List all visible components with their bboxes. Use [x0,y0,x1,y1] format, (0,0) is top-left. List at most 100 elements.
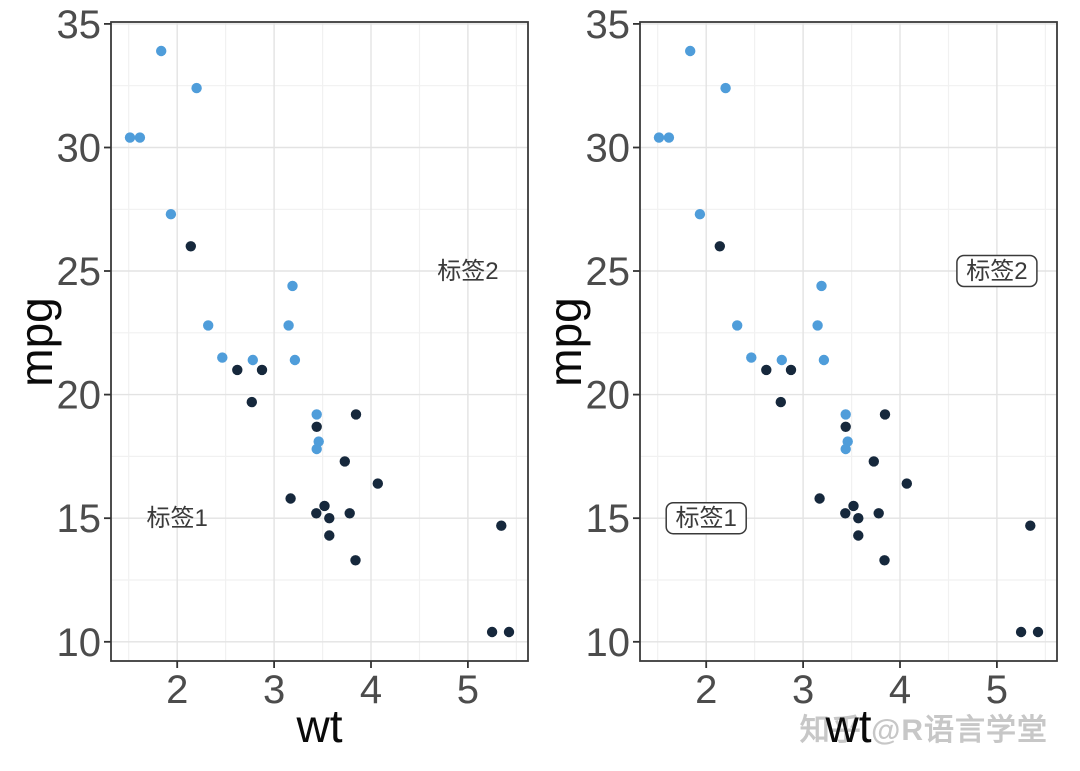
data-point-dark-navy [761,364,772,376]
data-point-dark-navy [319,500,330,512]
data-point-dark-navy [853,530,864,541]
data-point-dark-navy [714,241,725,252]
y-tick-label: 30 [57,127,102,171]
data-point-light-blue [124,132,136,143]
grid-major [640,22,1057,661]
x-tick-label: 5 [986,668,1008,712]
data-point-dark-navy [350,555,361,566]
data-point-dark-navy [372,478,383,489]
panel-background [111,22,528,661]
data-point-dark-navy [785,364,797,376]
data-point-light-blue [287,280,298,292]
series-light-blue [653,45,853,455]
x-tick-label: 3 [792,668,814,712]
data-point-light-blue [165,209,177,220]
watermark-text: 知乎 @R语言学堂 [800,713,1048,747]
y-tick-label: 15 [57,497,102,541]
data-point-dark-navy [853,513,864,524]
y-axis-right: 10 15 20 25 30 35 [586,3,640,665]
data-point-dark-navy [879,555,890,566]
data-point-dark-navy [350,409,362,420]
data-point-dark-navy [868,456,879,467]
data-point-light-blue [217,352,228,363]
data-point-dark-navy [311,421,322,432]
x-tick-label: 2 [166,668,188,712]
data-point-light-blue [653,132,665,143]
grid-major [111,22,528,661]
data-point-light-blue [732,320,743,331]
annotation-label-2: 标签2 [966,258,1027,285]
data-point-light-blue [311,443,322,455]
y-tick-label: 35 [586,3,631,47]
data-point-dark-navy [185,241,196,252]
y-tick-label: 20 [586,374,631,418]
data-point-light-blue [134,132,146,143]
data-point-light-blue [203,320,214,331]
annotation-label-box [665,501,747,535]
y-tick-label: 15 [586,497,631,541]
data-point-light-blue [247,354,258,366]
annotation-text-1: 标签1 [147,505,208,532]
data-point-dark-navy [496,520,507,531]
grid-minor [640,22,1057,661]
data-point-light-blue [818,354,830,366]
series-dark-navy [714,241,1044,638]
series-dark-navy [185,241,515,638]
y-tick-label: 25 [586,250,631,294]
data-point-light-blue [311,409,322,420]
data-point-dark-navy [486,626,498,638]
x-tick-label: 4 [889,668,911,712]
data-point-light-blue [685,45,696,57]
plot-right: 标签1 标签2 2 3 4 5 10 15 20 25 30 35 [586,3,1058,712]
data-point-light-blue [156,45,167,57]
data-point-dark-navy [1032,626,1044,638]
data-point-dark-navy [256,364,268,376]
data-point-light-blue [816,280,827,292]
annotation-text-2: 标签2 [437,258,498,285]
data-point-light-blue [283,320,294,331]
data-point-dark-navy [901,478,912,489]
y-tick-label: 10 [586,621,631,665]
data-point-dark-navy [840,508,851,519]
data-point-light-blue [776,354,787,366]
annotation-label-1: 标签1 [676,505,737,532]
data-point-light-blue [746,352,757,363]
panel-background [640,22,1057,661]
data-point-dark-navy [232,364,243,376]
data-point-dark-navy [814,493,825,504]
data-point-dark-navy [285,493,296,504]
data-point-light-blue [840,443,851,455]
x-tick-label: 2 [695,668,717,712]
data-point-dark-navy [339,456,350,467]
data-point-light-blue [840,409,851,420]
plot-left: 标签1 标签2 2 3 4 5 10 15 20 25 30 35 [57,3,529,712]
y-tick-label: 10 [57,621,102,665]
data-point-dark-navy [324,530,335,541]
x-tick-label: 4 [360,668,382,712]
y-tick-label: 20 [57,374,102,418]
y-axis-title-left: mpg [10,297,62,386]
data-point-dark-navy [848,500,859,512]
y-tick-label: 25 [57,250,102,294]
data-point-dark-navy [1025,520,1036,531]
y-tick-label: 35 [57,3,102,47]
y-tick-label: 30 [586,127,631,171]
data-point-light-blue [663,132,675,143]
annotation-label-box [956,254,1038,288]
y-axis-title-right: mpg [539,297,591,386]
x-tick-label: 5 [457,668,479,712]
panel-border [110,21,529,662]
data-point-light-blue [694,209,706,220]
data-point-light-blue [289,354,301,366]
data-point-light-blue [720,82,731,94]
data-point-dark-navy [344,508,355,519]
x-axis-title-left: wt [296,700,343,752]
data-point-dark-navy [840,421,851,432]
data-point-light-blue [812,320,823,331]
x-axis-left: 2 3 4 5 [166,661,479,712]
panel-border [639,21,1058,662]
data-point-dark-navy [873,508,884,519]
data-point-dark-navy [311,508,322,519]
series-light-blue [124,45,324,455]
